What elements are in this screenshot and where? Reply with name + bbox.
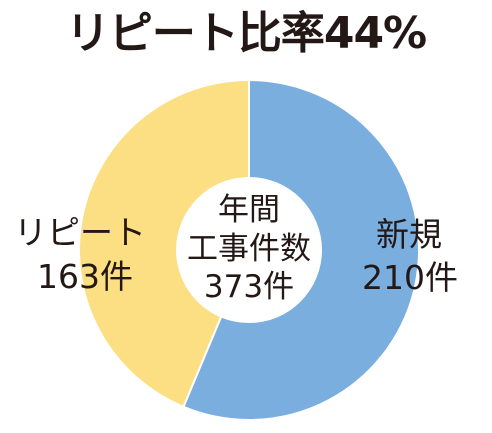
slice-label-new-name: 新規 (376, 215, 442, 254)
slice-label-repeat-value: 163件 (37, 257, 133, 296)
slice-label-new-value: 210件 (362, 258, 458, 297)
center-label-line1: 年間 (218, 192, 280, 228)
donut-hole (176, 177, 322, 323)
center-label-line2: 工事件数 (187, 231, 311, 267)
center-label-total: 373件 (204, 269, 294, 305)
slice-repeat (78, 78, 250, 409)
chart-title: リピート比率44% (65, 8, 427, 59)
slice-label-repeat-name: リピート (14, 213, 146, 252)
